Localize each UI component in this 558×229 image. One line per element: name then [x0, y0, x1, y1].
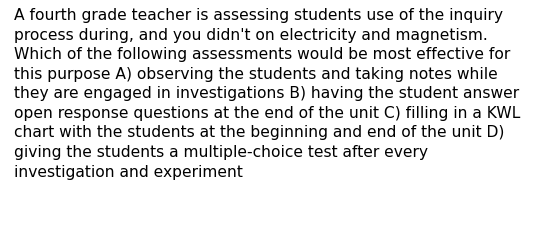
Text: A fourth grade teacher is assessing students use of the inquiry
process during, : A fourth grade teacher is assessing stud… — [14, 8, 520, 179]
